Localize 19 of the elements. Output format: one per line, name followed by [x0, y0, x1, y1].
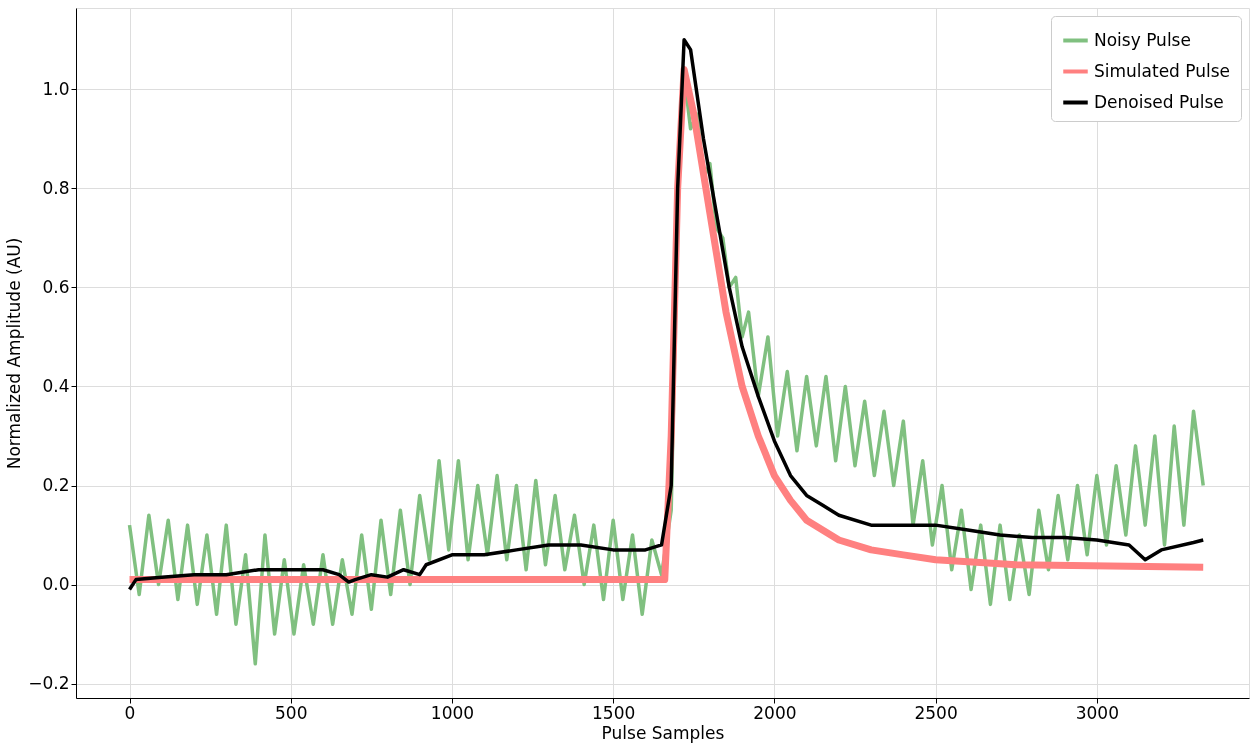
- y-tick-label: 0.0: [42, 574, 70, 595]
- y-tick-label: 0.6: [42, 276, 70, 297]
- x-tick-label: 2500: [914, 702, 958, 723]
- x-tick-label: 2000: [753, 702, 797, 723]
- x-tick-label: 500: [275, 702, 308, 723]
- x-tick-label: 1500: [592, 702, 636, 723]
- y-tick-label: 0.8: [42, 177, 70, 198]
- y-tick-label: −0.2: [28, 673, 70, 694]
- y-tick-label: 0.4: [42, 375, 70, 396]
- x-axis-title: Pulse Samples: [601, 722, 725, 743]
- x-tick-label: 0: [124, 702, 136, 723]
- x-tick-label: 1000: [430, 702, 475, 723]
- legend-label: Simulated Pulse: [1094, 60, 1231, 81]
- legend-label: Denoised Pulse: [1094, 91, 1224, 112]
- y-tick-label: 0.2: [42, 475, 70, 495]
- y-tick-label: 1.0: [42, 78, 70, 99]
- legend-label: Noisy Pulse: [1094, 29, 1191, 50]
- y-axis-title: Normalized Amplitude (AU): [4, 237, 25, 470]
- x-tick-label: 3000: [1075, 702, 1119, 723]
